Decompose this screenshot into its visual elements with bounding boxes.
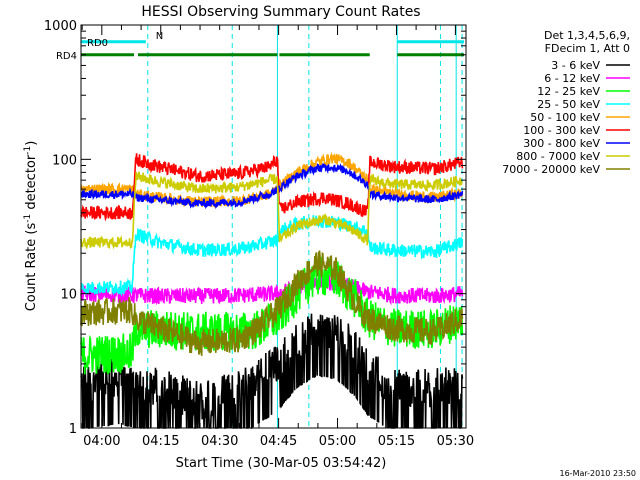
- legend-entry-label: 25 - 50 keV: [537, 98, 600, 111]
- y-tick-label: 10: [60, 288, 77, 303]
- legend-entry-label: 100 - 300 keV: [523, 124, 600, 137]
- chart-title: HESSI Observing Summary Count Rates: [141, 4, 420, 20]
- legend-entry-label: 800 - 7000 keV: [516, 150, 600, 163]
- y-axis-label: Count Rate (s-1 detector-1): [23, 141, 39, 312]
- flag-label: RD0: [87, 38, 108, 49]
- series-line: [80, 213, 464, 297]
- flag-label: N: [156, 31, 163, 42]
- y-tick-label: 100: [52, 153, 77, 168]
- series-line: [80, 250, 464, 356]
- series-line: [80, 171, 463, 250]
- legend-header-2: FDecim 1, Att 0: [545, 42, 630, 55]
- legend-header-1: Det 1,3,4,5,6,9,: [544, 29, 630, 42]
- y-axis: 1 10 100 1000: [44, 19, 466, 437]
- x-tick-label: 04:00: [83, 434, 120, 449]
- y-tick-label: 1: [69, 422, 77, 437]
- legend-entry-label: 6 - 12 keV: [544, 72, 600, 85]
- legend-entry-label: 12 - 25 keV: [537, 85, 600, 98]
- legend: Det 1,3,4,5,6,9, FDecim 1, Att 0 3 - 6 k…: [502, 29, 630, 176]
- legend-entry-label: 7000 - 20000 keV: [502, 163, 600, 176]
- flag-labels: RD0 N RD4: [56, 31, 163, 62]
- x-axis: 04:00 04:15 04:30 04:45 05:00 05:15 05:30: [81, 25, 474, 449]
- x-tick-label: 05:30: [437, 434, 474, 449]
- flag-label: RD4: [56, 51, 77, 62]
- timestamp: 16-Mar-2010 23:50: [560, 469, 637, 478]
- y-tick-label: 1000: [44, 19, 77, 34]
- x-tick-label: 05:15: [378, 434, 415, 449]
- x-axis-label: Start Time (30-Mar-05 03:54:42): [176, 456, 387, 471]
- series-line: [80, 153, 464, 222]
- x-tick-label: 04:15: [142, 434, 179, 449]
- x-tick-label: 04:45: [260, 434, 297, 449]
- legend-entry-label: 300 - 800 keV: [523, 137, 600, 150]
- plot-area: RD0 N RD4: [56, 25, 465, 430]
- x-tick-label: 05:00: [319, 434, 356, 449]
- plot-frame: [80, 24, 467, 429]
- series-line: [80, 163, 464, 210]
- series-line: [80, 272, 464, 306]
- legend-entry-label: 3 - 6 keV: [551, 59, 600, 72]
- legend-entry-label: 50 - 100 keV: [530, 111, 600, 124]
- x-tick-label: 04:30: [201, 434, 238, 449]
